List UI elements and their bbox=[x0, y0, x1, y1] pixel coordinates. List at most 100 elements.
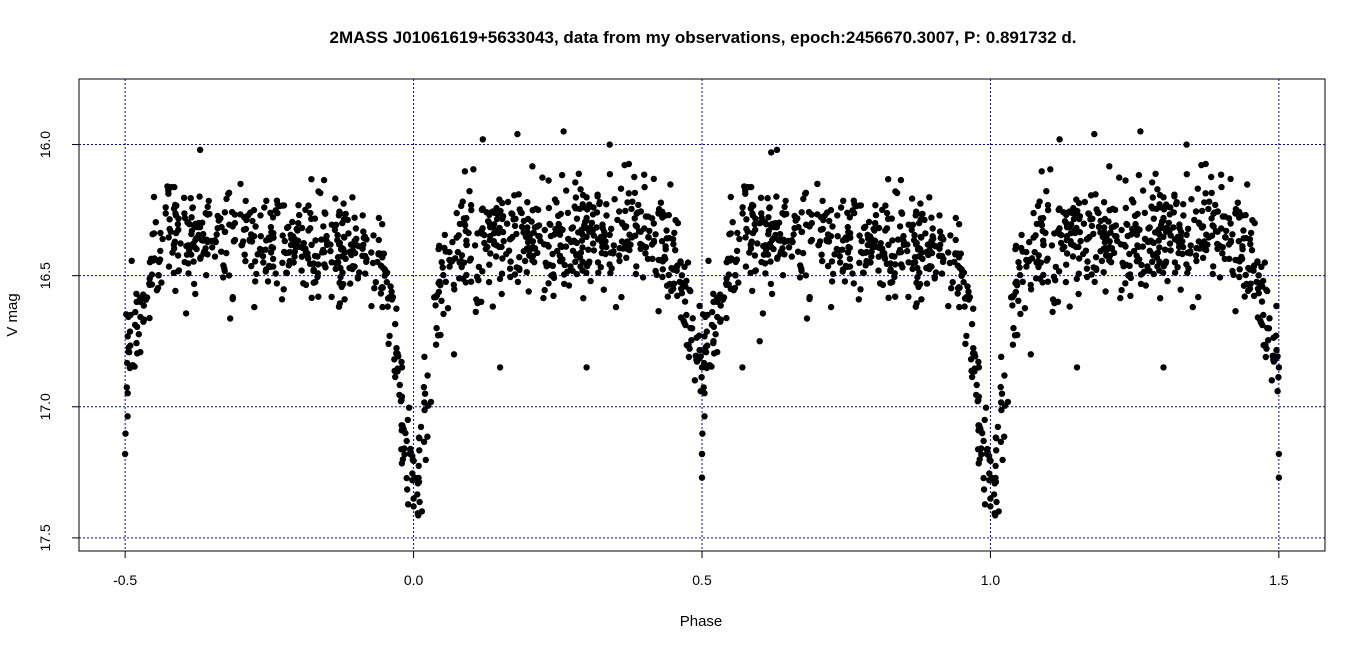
data-point bbox=[997, 383, 1004, 391]
data-point bbox=[188, 214, 195, 221]
data-point bbox=[1093, 206, 1100, 213]
data-point bbox=[1106, 238, 1113, 245]
data-point bbox=[1042, 229, 1049, 237]
data-point bbox=[586, 224, 594, 231]
data-point bbox=[1098, 257, 1106, 265]
data-point bbox=[410, 495, 417, 502]
data-point bbox=[524, 239, 532, 246]
data-point bbox=[237, 180, 244, 188]
data-point bbox=[1268, 377, 1276, 384]
x-tick-label: 1.5 bbox=[1269, 572, 1289, 588]
data-point bbox=[955, 284, 963, 291]
data-point bbox=[968, 373, 976, 381]
data-point bbox=[341, 211, 348, 218]
data-point bbox=[146, 314, 153, 322]
data-point bbox=[187, 195, 194, 202]
data-point bbox=[1247, 280, 1254, 287]
data-point bbox=[670, 285, 677, 292]
data-point bbox=[1253, 278, 1260, 286]
data-point bbox=[844, 249, 852, 256]
data-point bbox=[1075, 270, 1083, 277]
data-point bbox=[735, 279, 742, 286]
data-point bbox=[590, 204, 597, 211]
data-point bbox=[803, 315, 811, 322]
data-point bbox=[315, 261, 322, 268]
data-point bbox=[498, 270, 506, 277]
data-point bbox=[185, 260, 192, 267]
data-point bbox=[302, 206, 309, 213]
data-point bbox=[227, 315, 234, 322]
data-point bbox=[631, 173, 638, 181]
data-point bbox=[701, 333, 708, 340]
data-point bbox=[177, 240, 184, 247]
data-point bbox=[674, 219, 682, 227]
data-point bbox=[1248, 247, 1256, 254]
data-point bbox=[1137, 128, 1144, 135]
data-point bbox=[743, 216, 750, 223]
data-point bbox=[520, 229, 527, 236]
data-point bbox=[308, 215, 315, 223]
data-point bbox=[257, 212, 264, 219]
data-point bbox=[507, 258, 514, 265]
data-point bbox=[672, 247, 679, 254]
data-point bbox=[733, 247, 741, 255]
data-point bbox=[558, 171, 566, 179]
data-point bbox=[437, 282, 444, 289]
data-point bbox=[479, 268, 486, 275]
data-point bbox=[569, 224, 577, 231]
data-point bbox=[990, 491, 998, 498]
data-point bbox=[1137, 280, 1145, 288]
data-point bbox=[496, 196, 503, 203]
data-point bbox=[963, 332, 970, 340]
data-point bbox=[1150, 215, 1158, 222]
data-point bbox=[371, 285, 378, 292]
data-point bbox=[279, 259, 286, 266]
data-point bbox=[717, 302, 724, 309]
data-point bbox=[379, 303, 386, 311]
data-point bbox=[345, 230, 352, 237]
data-point bbox=[157, 247, 164, 255]
data-point bbox=[149, 231, 156, 238]
data-point bbox=[1149, 179, 1156, 186]
data-point bbox=[1241, 293, 1248, 300]
data-point bbox=[295, 220, 302, 227]
data-point bbox=[1209, 222, 1216, 229]
data-point bbox=[1246, 285, 1254, 292]
data-point bbox=[499, 228, 507, 236]
data-point bbox=[172, 229, 180, 237]
data-point bbox=[529, 163, 536, 170]
data-point bbox=[641, 171, 648, 178]
data-point bbox=[1101, 224, 1108, 231]
data-point bbox=[242, 257, 249, 265]
data-point bbox=[714, 348, 721, 356]
data-point bbox=[751, 252, 759, 259]
data-point bbox=[516, 254, 523, 261]
data-point bbox=[993, 447, 1000, 454]
data-point bbox=[991, 510, 998, 517]
data-point bbox=[766, 204, 773, 212]
data-point bbox=[671, 229, 678, 237]
data-point bbox=[1170, 224, 1177, 231]
data-point bbox=[421, 353, 428, 360]
data-point bbox=[652, 267, 659, 275]
data-point bbox=[888, 252, 896, 260]
data-point bbox=[124, 333, 131, 340]
data-point bbox=[1208, 215, 1215, 222]
data-point bbox=[1199, 240, 1206, 247]
data-point bbox=[561, 261, 568, 269]
data-point bbox=[875, 253, 882, 260]
data-point bbox=[768, 290, 776, 298]
data-point bbox=[872, 211, 880, 219]
data-point bbox=[639, 274, 647, 281]
data-point bbox=[997, 438, 1005, 445]
y-axis: 16.0 16.5 17.0 17.5 bbox=[37, 131, 79, 552]
data-point bbox=[932, 269, 940, 276]
data-point bbox=[392, 373, 399, 381]
data-point bbox=[756, 220, 763, 227]
data-point bbox=[602, 250, 609, 258]
data-point bbox=[287, 231, 294, 238]
data-point bbox=[572, 258, 579, 265]
data-point bbox=[889, 237, 896, 244]
data-point bbox=[1052, 263, 1060, 271]
data-point bbox=[614, 216, 621, 224]
